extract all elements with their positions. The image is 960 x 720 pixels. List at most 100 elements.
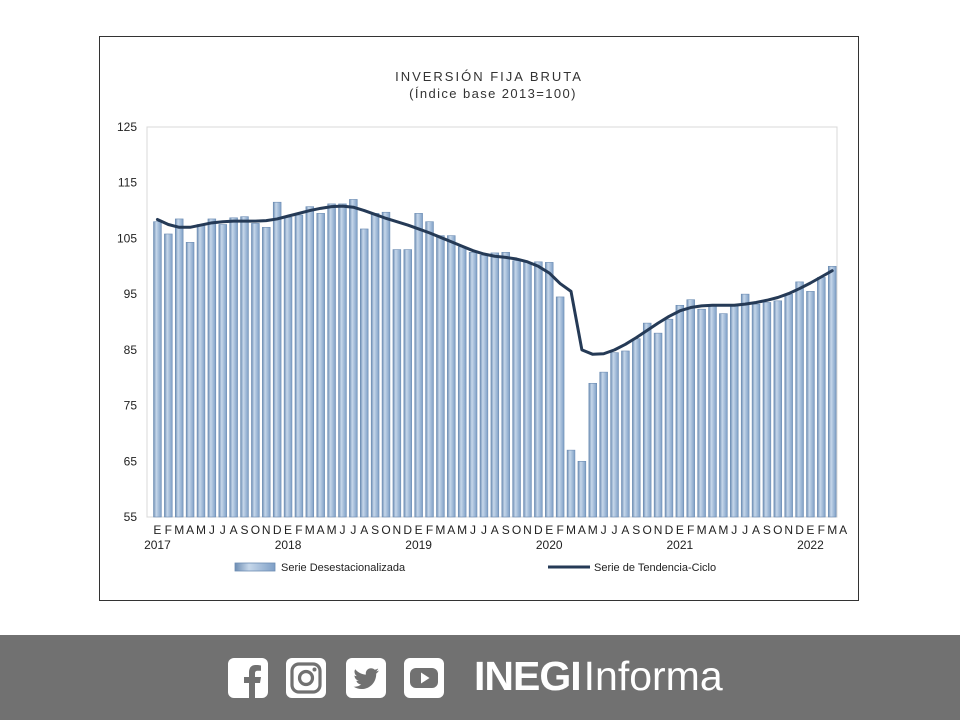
x-month-label: J xyxy=(731,523,737,537)
bar xyxy=(218,224,227,518)
x-month-label: E xyxy=(806,523,814,537)
bar xyxy=(610,352,619,518)
bar xyxy=(730,304,739,518)
bar xyxy=(719,313,728,518)
bar xyxy=(468,252,478,518)
x-month-label: A xyxy=(752,523,760,537)
x-month-label: A xyxy=(447,523,455,537)
bar xyxy=(577,460,587,518)
y-tick-label: 95 xyxy=(124,287,138,301)
bar xyxy=(283,216,293,518)
y-axis-ticks: 125 115 105 95 85 75 65 55 xyxy=(117,120,137,524)
x-month-label: J xyxy=(220,523,226,537)
x-month-label: E xyxy=(676,523,684,537)
inegi-informa-logo: INEGIInforma xyxy=(474,651,723,701)
bar xyxy=(262,226,271,518)
bar xyxy=(490,252,500,518)
bar xyxy=(240,216,249,518)
bar xyxy=(174,218,184,518)
bar xyxy=(479,254,489,518)
x-month-label: A xyxy=(621,523,629,537)
x-month-label: F xyxy=(426,523,433,537)
x-year-label: 2018 xyxy=(275,538,302,552)
bar xyxy=(751,303,761,518)
x-month-label: S xyxy=(241,523,249,537)
x-month-label: J xyxy=(612,523,618,537)
x-month-label: M xyxy=(697,523,707,537)
bar xyxy=(784,293,793,518)
bar xyxy=(523,262,532,518)
bar xyxy=(632,338,641,518)
x-axis-year-labels: 2017 2018 2019 2020 2021 2022 xyxy=(144,538,824,552)
x-month-label: E xyxy=(415,523,423,537)
x-month-label: D xyxy=(665,523,674,537)
y-tick-label: 115 xyxy=(118,176,137,190)
bar xyxy=(599,371,608,518)
bar xyxy=(392,249,402,518)
bar-series xyxy=(153,199,837,518)
y-tick-label: 65 xyxy=(124,454,138,468)
legend-line-label: Serie de Tendencia-Ciclo xyxy=(594,562,716,574)
x-month-label: J xyxy=(470,523,476,537)
bar xyxy=(817,277,826,518)
x-month-label: N xyxy=(654,523,663,537)
x-month-label: E xyxy=(284,523,292,537)
x-month-label: A xyxy=(230,523,238,537)
x-month-label: F xyxy=(556,523,563,537)
x-month-label: A xyxy=(491,523,499,537)
bar xyxy=(164,233,173,518)
x-month-label: S xyxy=(502,523,510,537)
x-month-label: A xyxy=(186,523,194,537)
y-tick-label: 75 xyxy=(124,399,138,413)
x-month-label: A xyxy=(839,523,847,537)
y-tick-label: 55 xyxy=(124,510,138,524)
x-month-label: M xyxy=(327,523,337,537)
facebook-icon[interactable] xyxy=(228,658,268,698)
bar xyxy=(675,304,685,518)
x-month-label: D xyxy=(795,523,804,537)
chart-title: INVERSIÓN FIJA BRUTA xyxy=(395,69,583,84)
y-tick-label: 105 xyxy=(117,231,137,245)
x-month-label: F xyxy=(165,523,172,537)
trend-line xyxy=(155,204,834,356)
x-month-label: A xyxy=(578,523,586,537)
x-month-label: J xyxy=(339,523,345,537)
x-year-label: 2021 xyxy=(666,538,693,552)
bar xyxy=(370,213,380,518)
x-month-label: S xyxy=(632,523,640,537)
bar xyxy=(447,235,456,518)
bar xyxy=(305,206,315,518)
x-month-label: M xyxy=(174,523,184,537)
twitter-icon[interactable] xyxy=(346,658,386,698)
legend-bar-swatch xyxy=(234,562,276,572)
x-month-label: M xyxy=(588,523,598,537)
bar xyxy=(512,260,521,518)
y-tick-label: 125 xyxy=(117,120,137,134)
bar xyxy=(207,218,217,518)
bar xyxy=(425,221,434,518)
brand-informa-text: Informa xyxy=(583,653,723,699)
bar xyxy=(686,299,695,518)
bar xyxy=(272,201,282,518)
bar xyxy=(697,308,706,518)
chart-svg: INVERSIÓN FIJA BRUTA (Índice base 2013=1… xyxy=(117,69,847,574)
bar xyxy=(795,281,804,518)
x-month-label: E xyxy=(545,523,553,537)
x-month-label: S xyxy=(371,523,379,537)
instagram-icon[interactable] xyxy=(286,658,326,698)
y-tick-label: 85 xyxy=(124,343,138,357)
bar xyxy=(642,322,652,518)
bar xyxy=(534,261,543,518)
x-month-label: O xyxy=(773,523,782,537)
bar xyxy=(566,449,576,518)
youtube-icon[interactable] xyxy=(404,658,444,698)
x-month-label: A xyxy=(360,523,368,537)
bar xyxy=(338,203,347,518)
x-year-label: 2022 xyxy=(797,538,824,552)
bar xyxy=(708,304,717,518)
x-month-label: A xyxy=(708,523,716,537)
x-month-label: J xyxy=(601,523,607,537)
x-month-label: M xyxy=(718,523,728,537)
x-month-label: J xyxy=(481,523,487,537)
x-year-label: 2017 xyxy=(144,538,171,552)
